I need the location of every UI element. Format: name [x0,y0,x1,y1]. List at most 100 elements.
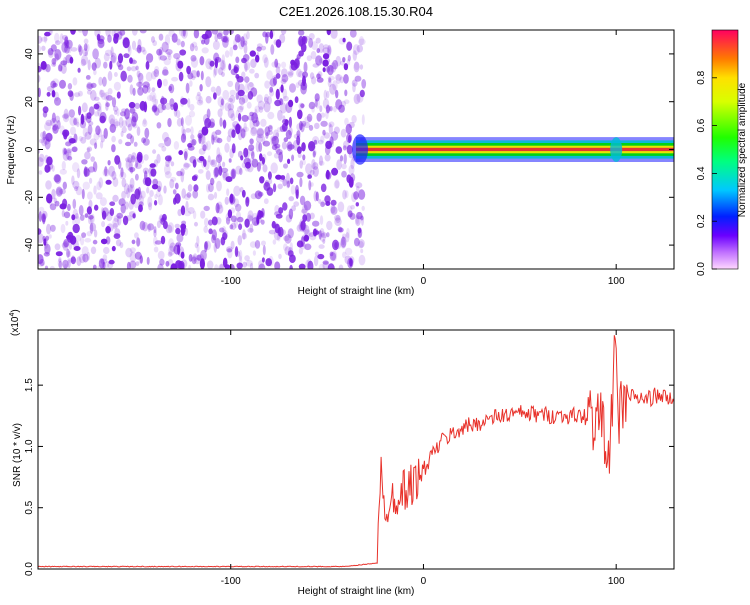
noise-speckle [103,61,108,69]
noise-speckle [282,88,288,100]
noise-speckle [38,87,41,98]
noise-speckle [180,251,185,259]
noise-speckle [198,134,202,144]
noise-speckle [187,184,193,192]
noise-speckle [318,244,325,249]
noise-speckle [149,163,156,168]
noise-speckle [348,121,355,129]
noise-speckle [192,253,198,261]
noise-speckle [123,183,130,195]
noise-speckle [208,60,215,66]
noise-speckle [296,68,302,78]
noise-speckle [330,199,337,206]
noise-speckle [175,110,181,119]
noise-speckle [188,110,196,118]
noise-speckle [156,122,162,129]
noise-speckle [128,166,136,173]
noise-speckle [134,162,142,170]
noise-speckle [86,112,92,119]
noise-speckle [328,124,333,135]
noise-speckle [111,245,116,252]
noise-speckle [213,191,218,199]
noise-speckle [279,86,284,92]
noise-speckle [161,41,169,53]
noise-speckle [215,154,223,164]
noise-speckle [162,220,168,230]
noise-speckle [191,256,197,265]
noise-speckle [319,155,323,166]
noise-speckle [328,139,334,148]
noise-speckle [288,126,293,136]
noise-speckle [90,82,97,88]
noise-speckle [82,253,89,263]
noise-speckle [192,189,199,199]
noise-speckle [242,229,246,240]
noise-speckle [176,233,184,243]
noise-speckle [287,70,294,76]
noise-speckle [205,76,212,88]
noise-speckle [72,162,80,173]
noise-speckle [300,81,308,91]
colorbar-tick-label: 0.2 [696,214,707,228]
noise-speckle [70,126,76,136]
noise-speckle [63,131,68,140]
noise-speckle [214,165,220,176]
noise-speckle [237,150,243,158]
noise-speckle [80,214,85,221]
noise-speckle [327,44,332,55]
noise-speckle [137,186,141,196]
noise-speckle [153,69,160,78]
noise-speckle [94,142,98,149]
noise-speckle [356,44,363,53]
noise-speckle [138,204,143,213]
noise-speckle [142,221,149,232]
noise-speckle [309,212,315,220]
noise-speckle [129,247,136,253]
noise-speckle [224,142,230,153]
noise-speckle [49,265,55,269]
noise-speckle [164,171,172,179]
noise-speckle [335,146,343,154]
noise-speckle [267,171,272,180]
noise-speckle [102,261,106,269]
noise-speckle [158,214,164,224]
noise-speckle [159,46,164,56]
noise-speckle [114,30,120,35]
noise-speckle [282,95,289,102]
noise-speckle [191,75,196,81]
noise-speckle [229,193,234,204]
noise-speckle [178,71,184,82]
noise-speckle [250,127,258,137]
noise-speckle [72,223,80,234]
noise-speckle [80,58,86,67]
noise-speckle [64,263,68,269]
noise-speckle [200,249,207,261]
noise-speckle [242,33,248,45]
noise-speckle [359,64,364,70]
noise-speckle [228,194,236,205]
noise-speckle [263,101,271,113]
noise-speckle [252,120,260,127]
noise-speckle [151,105,158,113]
noise-speckle [224,50,230,58]
noise-speckle [180,171,185,183]
noise-speckle [283,243,288,251]
noise-speckle [222,35,230,44]
noise-speckle [314,93,320,102]
noise-speckle [89,177,93,184]
noise-speckle [97,38,105,49]
noise-speckle [125,158,130,169]
noise-speckle [360,248,364,254]
noise-speckle [219,263,225,269]
noise-speckle [68,135,74,146]
noise-speckle [186,65,192,75]
noise-speckle [153,246,159,253]
noise-speckle [229,148,234,159]
noise-speckle [355,182,363,189]
noise-speckle [42,111,48,118]
noise-speckle [324,58,331,64]
noise-speckle [203,225,208,233]
noise-speckle [231,169,236,180]
noise-speckle [92,264,97,269]
noise-speckle [322,261,330,269]
